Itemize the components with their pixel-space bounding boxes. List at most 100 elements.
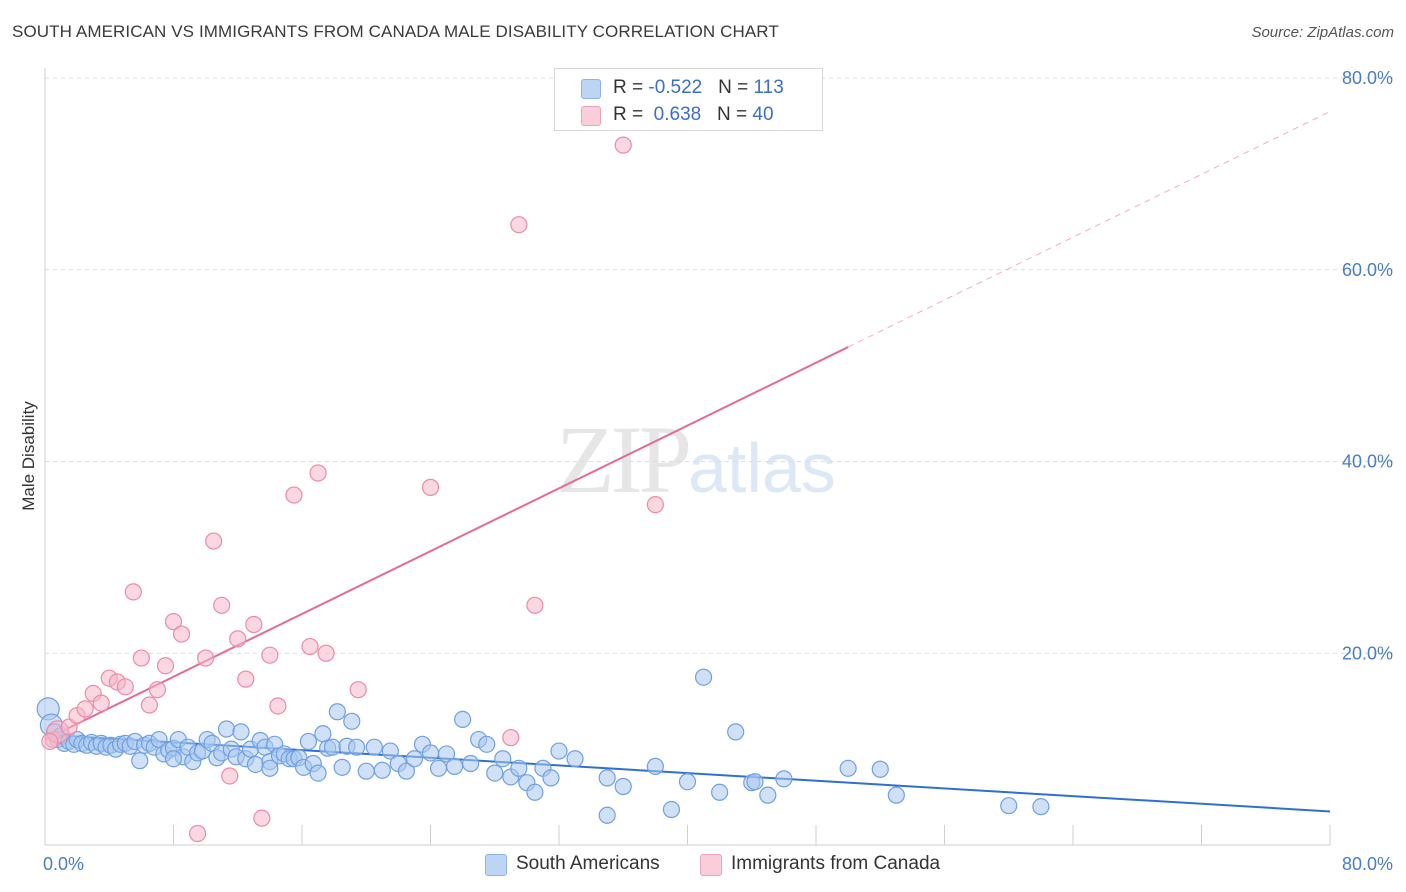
- data-point-immigrants-canada: [237, 670, 255, 688]
- data-point-south-americans: [328, 703, 346, 721]
- data-point-immigrants-canada: [317, 644, 335, 662]
- data-point-south-americans: [839, 759, 857, 777]
- grid-lines: [45, 77, 1395, 654]
- data-point-south-americans: [662, 800, 681, 819]
- legend-text: R = -0.522 N = 113: [613, 77, 784, 99]
- chart-source: Source: ZipAtlas.com: [1251, 24, 1394, 41]
- data-point-south-americans: [510, 759, 528, 777]
- trend-line-solid: [44, 346, 849, 741]
- data-point-south-americans: [678, 773, 697, 791]
- data-point-south-americans: [261, 759, 279, 777]
- data-point-immigrants-canada: [510, 216, 528, 234]
- data-point-immigrants-canada: [205, 532, 223, 550]
- data-point-immigrants-canada: [301, 637, 319, 656]
- data-point-south-americans: [365, 738, 383, 756]
- data-point-south-americans: [1032, 798, 1050, 816]
- data-points: [36, 136, 1050, 843]
- data-point-immigrants-canada: [164, 613, 183, 631]
- data-point-south-americans: [246, 755, 265, 774]
- data-point-immigrants-canada: [197, 649, 215, 667]
- data-point-south-americans: [494, 750, 512, 768]
- data-point-south-americans: [309, 764, 327, 782]
- data-point-immigrants-canada: [156, 657, 175, 675]
- data-point-immigrants-canada: [221, 767, 239, 785]
- data-point-immigrants-canada: [245, 615, 263, 634]
- legend-r-label: R =: [613, 77, 649, 98]
- tick-labels: 20.0% 40.0% 60.0% 80.0% 0.0% 80.0%: [43, 68, 1393, 874]
- data-point-immigrants-canada: [261, 646, 279, 664]
- data-point-south-americans: [299, 732, 318, 751]
- data-point-immigrants-canada: [349, 681, 367, 699]
- data-point-south-americans: [727, 723, 745, 741]
- legend-r-value: 0.638: [653, 104, 702, 125]
- data-point-south-americans: [131, 752, 149, 770]
- data-point-south-americans: [542, 769, 560, 787]
- y-tick-label: 40.0%: [1342, 452, 1393, 472]
- data-point-south-americans: [397, 762, 416, 780]
- x-tick-label: 0.0%: [43, 854, 84, 874]
- data-point-south-americans: [357, 762, 375, 780]
- data-point-south-americans: [598, 769, 616, 787]
- data-point-south-americans: [646, 757, 664, 775]
- data-point-south-americans: [526, 783, 544, 801]
- data-point-south-americans: [775, 770, 793, 788]
- data-point-immigrants-canada: [614, 136, 632, 154]
- x-tick-label: 80.0%: [1342, 854, 1393, 874]
- data-point-south-americans: [694, 668, 713, 686]
- data-point-south-americans: [486, 764, 504, 782]
- legend-n-label: N =: [717, 104, 753, 125]
- watermark: ZIPatlas: [556, 404, 836, 515]
- data-point-south-americans: [232, 723, 250, 741]
- legend-n-label: N =: [718, 77, 754, 98]
- data-point-immigrants-canada: [116, 678, 134, 696]
- correlation-legend: R = -0.522 N = 113 R = 0.638 N = 40: [554, 68, 823, 131]
- data-point-south-americans: [887, 786, 905, 804]
- y-tick-label: 60.0%: [1342, 260, 1393, 280]
- data-point-south-americans: [373, 761, 391, 779]
- data-point-immigrants-canada: [229, 630, 247, 648]
- data-point-south-americans: [550, 742, 568, 760]
- data-point-south-americans: [445, 757, 464, 775]
- data-point-immigrants-canada: [132, 649, 150, 667]
- data-point-south-americans: [421, 744, 440, 762]
- trend-line-dashed: [847, 111, 1331, 348]
- data-point-immigrants-canada: [213, 596, 231, 614]
- bottom-legend-label: South Americans: [516, 853, 660, 874]
- data-point-south-americans: [348, 738, 366, 756]
- bottom-legend-label: Immigrants from Canada: [731, 853, 941, 874]
- data-point-immigrants-canada: [646, 496, 664, 514]
- legend-swatch-pink: [581, 106, 601, 126]
- data-point-immigrants-canada: [502, 729, 520, 747]
- data-point-south-americans: [437, 745, 456, 763]
- data-point-south-americans: [759, 786, 777, 804]
- data-point-south-americans: [381, 742, 399, 760]
- data-point-south-americans: [333, 758, 351, 776]
- chart-title: SOUTH AMERICAN VS IMMIGRANTS FROM CANADA…: [12, 22, 779, 41]
- data-point-immigrants-canada: [76, 700, 94, 718]
- data-point-immigrants-canada: [172, 625, 191, 643]
- data-point-south-americans: [405, 750, 424, 768]
- data-point-south-americans: [598, 806, 616, 824]
- y-axis-label: Male Disability: [19, 401, 38, 511]
- legend-text: R = 0.638 N = 40: [613, 104, 774, 126]
- legend-swatch-blue: [581, 79, 601, 99]
- data-point-south-americans: [314, 725, 332, 743]
- data-point-immigrants-canada: [309, 464, 327, 482]
- legend-row-immigrants-canada: R = 0.638 N = 40: [555, 101, 822, 127]
- data-point-immigrants-canada: [285, 486, 303, 504]
- data-point-immigrants-canada: [253, 809, 271, 827]
- data-point-south-americans: [478, 735, 496, 753]
- y-tick-label: 20.0%: [1342, 643, 1393, 663]
- data-point-south-americans: [871, 760, 889, 778]
- data-point-south-americans: [614, 777, 632, 796]
- data-point-south-americans: [217, 720, 236, 738]
- data-point-immigrants-canada: [124, 583, 142, 601]
- data-point-immigrants-canada: [188, 824, 207, 843]
- bottom-legend-swatch-pink: [700, 854, 722, 876]
- data-point-south-americans: [566, 750, 584, 768]
- data-point-south-americans: [462, 754, 480, 773]
- data-point-south-americans: [323, 738, 342, 756]
- data-point-immigrants-canada: [269, 697, 287, 715]
- data-point-immigrants-canada: [41, 732, 59, 751]
